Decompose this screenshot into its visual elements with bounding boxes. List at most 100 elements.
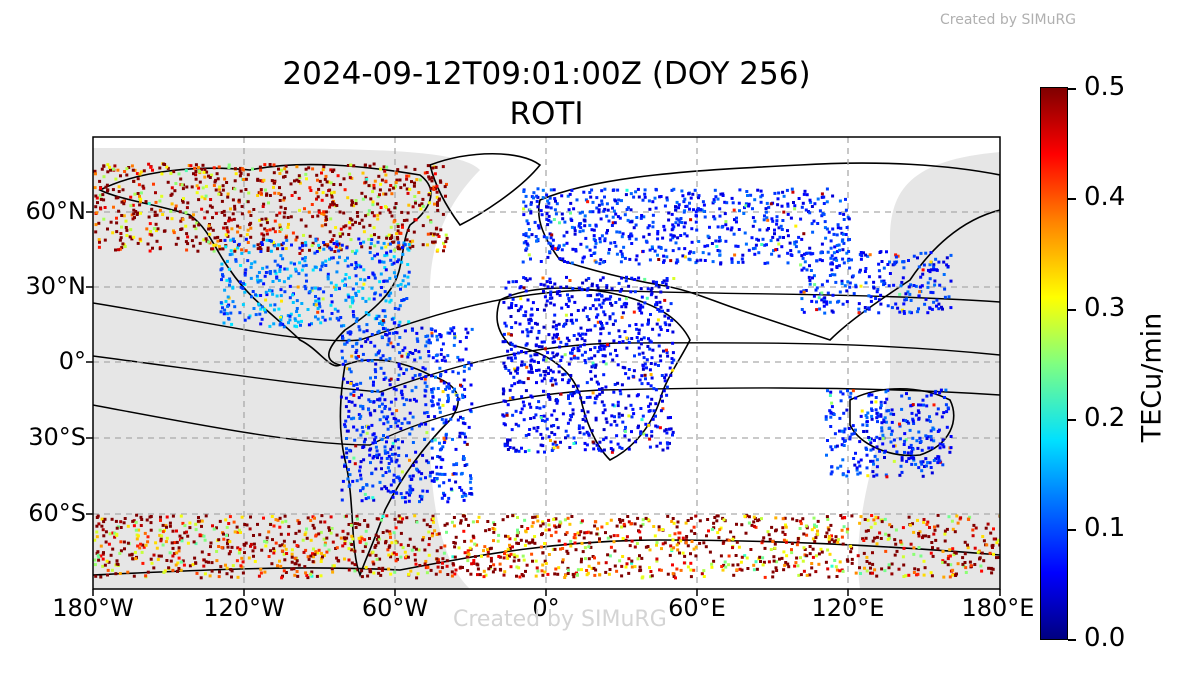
roti-point	[882, 281, 886, 285]
roti-point	[449, 487, 453, 491]
roti-point	[115, 221, 119, 225]
roti-point	[353, 267, 357, 270]
roti-point	[389, 341, 393, 345]
roti-point	[533, 515, 537, 519]
roti-point	[378, 193, 381, 197]
roti-point	[246, 173, 250, 177]
roti-point	[884, 473, 888, 477]
roti-point	[388, 242, 392, 246]
roti-point	[832, 257, 836, 261]
roti-point	[930, 541, 934, 544]
roti-point	[902, 302, 906, 306]
roti-point	[389, 425, 393, 428]
roti-point	[671, 433, 674, 437]
roti-point	[377, 314, 381, 318]
roti-point	[396, 438, 400, 442]
roti-point	[287, 532, 290, 536]
roti-point	[972, 523, 976, 527]
roti-point	[833, 432, 837, 436]
roti-point	[530, 358, 534, 362]
roti-point	[371, 203, 375, 207]
roti-point	[708, 550, 712, 554]
roti-point	[354, 263, 358, 267]
roti-point	[856, 472, 860, 476]
roti-point	[859, 572, 862, 575]
roti-point	[174, 207, 177, 211]
roti-point	[941, 438, 945, 442]
roti-point	[504, 286, 508, 290]
roti-point	[369, 413, 373, 417]
roti-point	[132, 212, 136, 216]
roti-point	[405, 398, 408, 402]
roti-point	[664, 428, 668, 432]
roti-point	[120, 246, 124, 250]
roti-point	[906, 451, 910, 455]
roti-point	[246, 228, 250, 232]
roti-point	[949, 306, 953, 310]
roti-point	[775, 222, 779, 226]
roti-point	[114, 519, 118, 523]
roti-point	[529, 365, 533, 369]
roti-point	[912, 571, 916, 574]
roti-point	[178, 210, 182, 214]
roti-point	[388, 331, 392, 335]
roti-point	[342, 225, 346, 229]
roti-point	[634, 258, 638, 262]
roti-point	[346, 380, 350, 384]
roti-point	[260, 305, 264, 309]
roti-point	[273, 303, 277, 307]
roti-point	[348, 367, 352, 371]
roti-point	[364, 195, 367, 199]
roti-point	[392, 473, 396, 477]
roti-point	[276, 518, 280, 522]
roti-point	[541, 520, 545, 524]
roti-point	[542, 370, 546, 373]
roti-point	[407, 174, 411, 178]
roti-point	[803, 548, 807, 551]
roti-point	[858, 270, 862, 274]
roti-point	[300, 248, 304, 252]
roti-point	[348, 226, 352, 230]
roti-point	[569, 211, 572, 215]
roti-point	[911, 419, 915, 423]
roti-point	[506, 440, 510, 444]
roti-point	[353, 438, 357, 442]
roti-point	[559, 359, 563, 362]
roti-point	[382, 371, 386, 375]
roti-point	[852, 457, 856, 460]
roti-point	[834, 445, 838, 449]
roti-point	[404, 500, 407, 504]
roti-point	[551, 442, 555, 446]
roti-point	[553, 197, 557, 201]
roti-point	[784, 540, 788, 544]
roti-point	[902, 266, 906, 270]
roti-point	[919, 460, 923, 464]
roti-point	[166, 180, 170, 184]
roti-point	[441, 458, 445, 462]
roti-point	[809, 252, 813, 256]
roti-point	[158, 199, 162, 203]
roti-point	[482, 575, 486, 579]
roti-point	[389, 457, 393, 461]
roti-point	[774, 529, 777, 533]
roti-point	[561, 412, 565, 416]
roti-point	[222, 226, 226, 230]
roti-point	[307, 210, 311, 214]
roti-point	[888, 523, 892, 527]
roti-point	[243, 318, 247, 322]
roti-point	[516, 531, 520, 535]
roti-point	[582, 536, 586, 540]
roti-point	[661, 448, 665, 452]
roti-point	[794, 240, 798, 244]
roti-point	[917, 532, 921, 535]
roti-point	[802, 232, 806, 236]
roti-point	[323, 318, 327, 322]
roti-point	[547, 218, 551, 222]
roti-point	[781, 517, 785, 521]
roti-point	[756, 519, 760, 523]
roti-point	[328, 205, 332, 209]
roti-point	[513, 367, 516, 371]
roti-point	[418, 564, 422, 567]
roti-point	[802, 192, 806, 196]
roti-point	[882, 420, 886, 424]
